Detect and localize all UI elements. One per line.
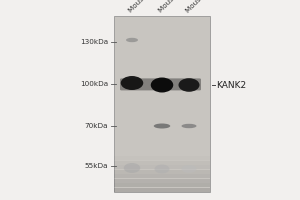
- Ellipse shape: [151, 78, 173, 92]
- Text: 130kDa: 130kDa: [80, 39, 108, 45]
- Ellipse shape: [182, 165, 196, 173]
- Bar: [114, 174, 210, 178]
- Bar: [114, 156, 210, 160]
- Ellipse shape: [126, 38, 138, 42]
- Text: Mouse kidney: Mouse kidney: [185, 0, 224, 14]
- Bar: [114, 165, 210, 169]
- Ellipse shape: [178, 78, 200, 92]
- Bar: [114, 183, 210, 187]
- Text: KANK2: KANK2: [216, 81, 246, 90]
- Bar: [114, 170, 210, 174]
- Bar: [114, 161, 210, 165]
- FancyBboxPatch shape: [120, 78, 201, 90]
- Text: 100kDa: 100kDa: [80, 81, 108, 87]
- Text: Mouse skeletal muscle: Mouse skeletal muscle: [128, 0, 190, 14]
- Ellipse shape: [154, 123, 170, 129]
- Bar: [114, 179, 210, 183]
- Ellipse shape: [121, 76, 143, 90]
- Text: 55kDa: 55kDa: [85, 163, 108, 169]
- Ellipse shape: [182, 124, 196, 128]
- Ellipse shape: [154, 164, 169, 173]
- Ellipse shape: [124, 163, 140, 173]
- Text: 70kDa: 70kDa: [85, 123, 108, 129]
- Bar: [114, 188, 210, 192]
- Text: Mouse heart: Mouse heart: [158, 0, 194, 14]
- Bar: [114, 16, 210, 192]
